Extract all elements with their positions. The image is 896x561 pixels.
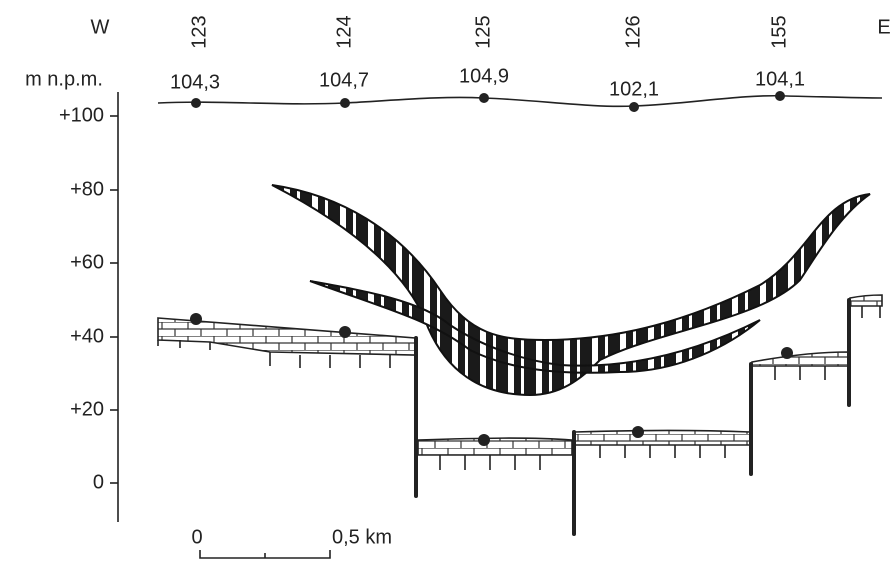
- dot: [340, 98, 350, 108]
- dot: [775, 91, 785, 101]
- borehole-label: 124: [333, 15, 355, 48]
- cross-section: W E 123 124 125 126 155 m n.p.m. 104,3 1…: [0, 0, 896, 561]
- layer: [418, 438, 572, 455]
- layer: [752, 352, 848, 366]
- borehole-label: 125: [472, 15, 494, 48]
- elevation-label: 104,9: [459, 65, 509, 87]
- dot: [632, 426, 644, 438]
- tick-label: +100: [59, 104, 104, 126]
- tick-label: 0: [93, 471, 104, 493]
- dot: [190, 313, 202, 325]
- scale-bar: [200, 550, 330, 558]
- borehole-label: 155: [768, 15, 790, 48]
- dot: [339, 326, 351, 338]
- dot: [781, 347, 793, 359]
- tick-label: +60: [70, 251, 104, 273]
- axis-ticks: [110, 116, 118, 483]
- west-label: W: [91, 16, 110, 38]
- borehole-label: 123: [188, 15, 210, 48]
- dot: [478, 434, 490, 446]
- elevation-label: 104,3: [170, 71, 220, 93]
- tick-label: +40: [70, 325, 104, 347]
- dot: [479, 93, 489, 103]
- scale-label: 0,5 km: [332, 526, 392, 548]
- layer: [575, 431, 750, 446]
- dot: [629, 102, 639, 112]
- elevation-label: 104,1: [755, 68, 805, 90]
- dot: [191, 98, 201, 108]
- east-label: E: [877, 16, 890, 38]
- elevation-label: 102,1: [609, 78, 659, 100]
- scale-label: 0: [191, 526, 202, 548]
- tick-label: +80: [70, 178, 104, 200]
- borehole-label: 126: [622, 15, 644, 48]
- layer: [850, 295, 882, 306]
- ground-surface: [158, 96, 882, 107]
- axis-unit: m n.p.m.: [25, 68, 103, 90]
- elevation-label: 104,7: [319, 69, 369, 91]
- tick-label: +20: [70, 398, 104, 420]
